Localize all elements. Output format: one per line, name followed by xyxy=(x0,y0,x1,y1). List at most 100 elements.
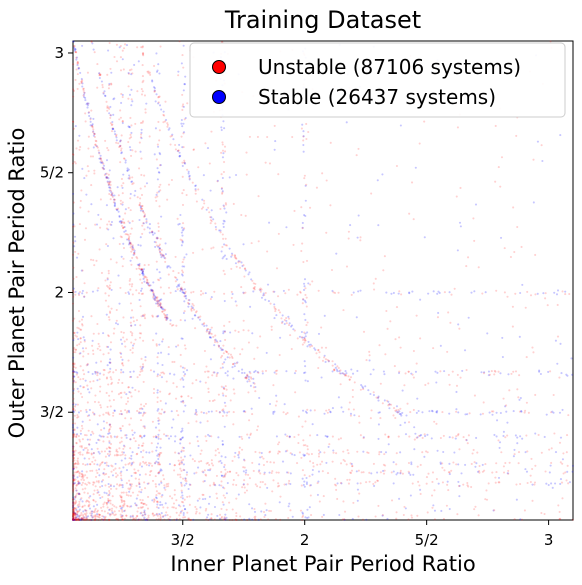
stable-point xyxy=(369,373,372,376)
unstable-point xyxy=(113,327,116,330)
stable-point xyxy=(251,507,254,510)
unstable-point xyxy=(84,482,87,485)
stable-point xyxy=(161,494,164,497)
unstable-point xyxy=(442,434,445,437)
stable-point xyxy=(178,151,181,154)
unstable-point xyxy=(128,235,131,238)
stable-point xyxy=(432,504,435,507)
unstable-point xyxy=(75,51,78,54)
unstable-point xyxy=(88,438,92,441)
stable-point xyxy=(154,462,157,465)
unstable-point xyxy=(157,95,160,99)
unstable-point xyxy=(508,461,511,464)
stable-point xyxy=(187,305,190,308)
unstable-point xyxy=(143,174,146,177)
unstable-point xyxy=(135,453,138,456)
stable-point xyxy=(179,287,182,290)
unstable-point xyxy=(121,516,124,519)
unstable-point xyxy=(433,518,436,521)
stable-point xyxy=(223,517,226,520)
stable-point xyxy=(109,105,112,108)
unstable-point xyxy=(207,391,210,394)
unstable-point xyxy=(71,518,75,521)
stable-point xyxy=(498,446,501,449)
stable-point xyxy=(409,473,412,476)
unstable-point xyxy=(82,87,85,90)
unstable-point xyxy=(85,483,88,486)
stable-point xyxy=(501,355,504,359)
unstable-point xyxy=(100,428,103,431)
stable-point xyxy=(99,157,102,160)
unstable-point xyxy=(157,120,160,123)
stable-point xyxy=(129,438,132,441)
stable-point xyxy=(221,156,225,159)
unstable-point xyxy=(165,485,168,488)
unstable-point xyxy=(223,518,226,521)
unstable-point xyxy=(151,315,154,318)
stable-point xyxy=(108,361,111,364)
unstable-point xyxy=(113,505,116,508)
stable-point xyxy=(141,272,144,275)
stable-point xyxy=(92,505,95,508)
unstable-point xyxy=(456,513,459,516)
unstable-point xyxy=(197,166,200,169)
unstable-point xyxy=(93,135,96,139)
unstable-point xyxy=(407,370,410,373)
unstable-point xyxy=(115,518,118,521)
unstable-point xyxy=(163,372,166,375)
unstable-point xyxy=(394,409,397,412)
unstable-point xyxy=(417,480,420,483)
unstable-point xyxy=(76,326,79,329)
unstable-point xyxy=(157,229,160,233)
stable-point xyxy=(283,322,286,326)
stable-point xyxy=(106,176,109,179)
unstable-point xyxy=(181,289,184,292)
unstable-point xyxy=(245,173,248,176)
stable-point xyxy=(410,461,413,464)
stable-point xyxy=(216,514,219,517)
unstable-point xyxy=(134,504,137,507)
stable-point xyxy=(128,174,131,177)
unstable-point xyxy=(165,483,168,486)
stable-point xyxy=(105,204,108,207)
unstable-point xyxy=(403,505,406,508)
stable-point xyxy=(286,471,289,474)
unstable-point xyxy=(508,389,511,392)
stable-point xyxy=(456,249,459,252)
unstable-point xyxy=(174,280,177,283)
unstable-point xyxy=(411,482,414,485)
unstable-point xyxy=(127,238,130,241)
stable-point xyxy=(157,145,160,148)
unstable-point xyxy=(558,510,561,514)
unstable-point xyxy=(293,435,296,439)
unstable-point xyxy=(156,400,159,404)
stable-point xyxy=(178,155,181,158)
unstable-point xyxy=(118,118,121,121)
unstable-point xyxy=(312,465,315,468)
unstable-point xyxy=(122,218,125,221)
stable-point xyxy=(262,292,265,295)
stable-point xyxy=(123,230,126,233)
stable-point xyxy=(96,379,99,382)
unstable-point xyxy=(72,63,75,66)
unstable-point xyxy=(224,518,227,521)
unstable-point xyxy=(105,391,108,395)
unstable-point xyxy=(262,464,265,467)
stable-point xyxy=(268,471,271,474)
unstable-point xyxy=(285,322,288,325)
unstable-point xyxy=(194,505,197,508)
unstable-point xyxy=(74,513,77,516)
unstable-point xyxy=(161,254,164,257)
unstable-point xyxy=(129,482,132,486)
unstable-point xyxy=(258,288,261,291)
unstable-point xyxy=(320,346,323,349)
stable-point xyxy=(72,475,75,478)
unstable-point xyxy=(328,443,331,446)
unstable-point xyxy=(127,397,130,400)
stable-point xyxy=(89,495,92,498)
unstable-point xyxy=(411,373,414,376)
unstable-point xyxy=(72,88,75,91)
stable-point xyxy=(145,518,148,521)
unstable-point xyxy=(120,236,123,239)
unstable-point xyxy=(73,362,76,365)
